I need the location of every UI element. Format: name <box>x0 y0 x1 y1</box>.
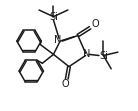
Text: N: N <box>83 49 90 59</box>
Text: O: O <box>91 19 99 29</box>
Text: Si: Si <box>49 12 58 22</box>
Text: N: N <box>54 35 62 45</box>
Text: Si: Si <box>99 51 108 60</box>
Text: O: O <box>62 79 69 89</box>
